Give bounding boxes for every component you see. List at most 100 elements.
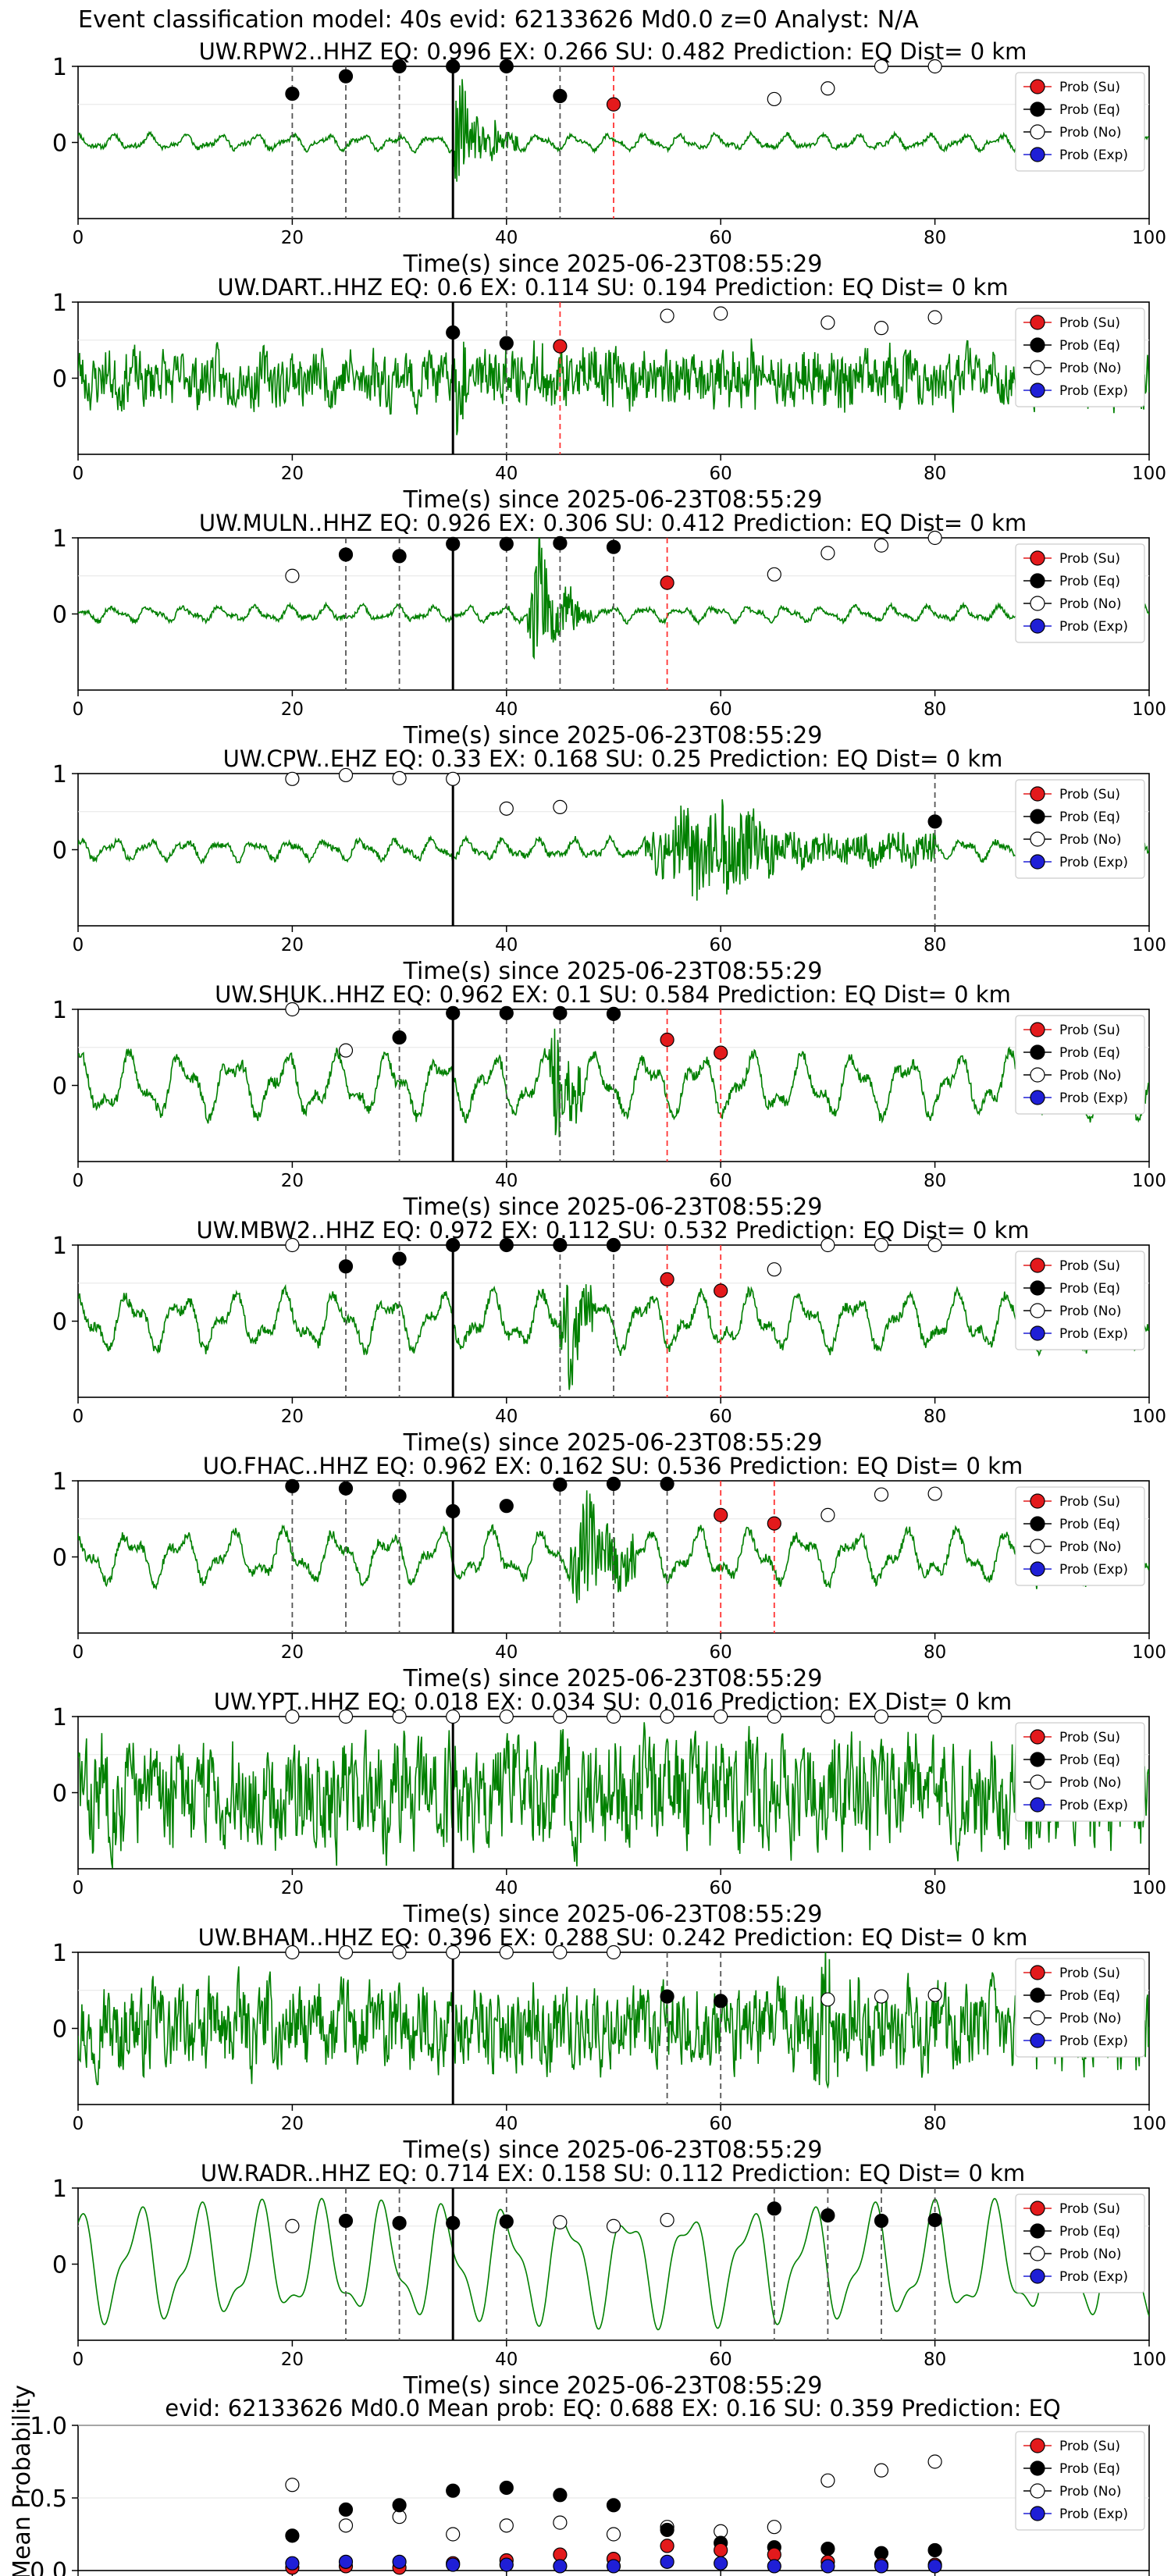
x-axis-label: Time(s) since 2025-06-23T08:55:29 xyxy=(403,486,823,514)
prob-marker xyxy=(767,567,781,582)
legend-marker xyxy=(1030,2268,1045,2284)
x-tick-label: 80 xyxy=(924,2350,946,2370)
legend-marker xyxy=(1030,147,1045,162)
prob-marker xyxy=(767,1709,781,1724)
prob-marker xyxy=(285,86,300,101)
legend-label: Prob (Eq) xyxy=(1059,574,1120,589)
mean-prob-marker xyxy=(446,2527,461,2542)
prob-marker xyxy=(499,1944,514,1960)
mean-prob-marker xyxy=(767,2520,781,2535)
legend-label: Prob (Exp) xyxy=(1059,2033,1128,2049)
legend-marker xyxy=(1030,1561,1045,1577)
x-tick-label: 20 xyxy=(281,935,304,955)
legend-label: Prob (Exp) xyxy=(1059,855,1128,870)
y-tick-label: 0 xyxy=(52,838,67,865)
legend-2: Prob (Su) Prob (Eq) Prob (No) Prob (Exp) xyxy=(1015,543,1145,643)
legend-marker xyxy=(1030,786,1045,802)
subplot-title: UW.DART..HHZ EQ: 0.6 EX: 0.114 SU: 0.194… xyxy=(217,274,1008,301)
prob-marker xyxy=(660,1709,674,1724)
prob-marker xyxy=(874,1487,889,1502)
mean-prob-marker xyxy=(606,2559,621,2574)
x-tick-label: 80 xyxy=(924,1171,946,1191)
legend-marker xyxy=(1030,2223,1045,2239)
x-axis-label: Time(s) since 2025-06-23T08:55:29 xyxy=(403,1194,823,1221)
figure-suptitle: Event classification model: 40s evid: 62… xyxy=(78,6,919,34)
x-tick-label: 40 xyxy=(495,1878,518,1898)
legend-box xyxy=(1015,1015,1145,1115)
x-tick-label: 60 xyxy=(710,699,732,720)
legend-8: Prob (Su) Prob (Eq) Prob (No) Prob (Exp) xyxy=(1015,1958,1145,2058)
legend-marker xyxy=(1030,1493,1045,1509)
legend-marker xyxy=(1030,2201,1045,2216)
prob-marker xyxy=(338,2213,354,2229)
legend-label: Prob (No) xyxy=(1059,596,1122,612)
prob-marker xyxy=(499,2214,514,2229)
subplot-title: UW.MBW2..HHZ EQ: 0.972 EX: 0.112 SU: 0.5… xyxy=(196,1217,1029,1244)
prob-marker xyxy=(499,1709,514,1724)
prob-marker xyxy=(606,1944,621,1960)
x-tick-label: 0 xyxy=(73,935,84,955)
legend-label: Prob (Exp) xyxy=(1059,2507,1128,2522)
subplot-2: 0 20 40 60 80 100 1 0 UW.MULN..HHZ EQ: 0.926 EX:… xyxy=(52,510,1166,749)
prob-marker xyxy=(338,767,354,783)
mean-prob-marker xyxy=(714,2542,728,2558)
mean-prob-marker xyxy=(499,2480,514,2496)
mean-prob-marker xyxy=(338,2518,354,2533)
x-tick-label: 80 xyxy=(924,228,946,248)
prob-marker xyxy=(820,546,835,560)
y-tick-label: 1 xyxy=(52,2176,67,2203)
legend-label: Prob (Exp) xyxy=(1059,619,1128,635)
waveform-trace xyxy=(78,1283,1149,1390)
legend-label: Prob (Exp) xyxy=(1059,1091,1128,1106)
mean-prob-marker xyxy=(874,2463,889,2478)
subplot-title: UO.FHAC..HHZ EQ: 0.962 EX: 0.162 SU: 0.5… xyxy=(203,1453,1023,1479)
legend-marker xyxy=(1030,124,1045,140)
prob-marker xyxy=(820,1237,835,1253)
mean-prob-marker xyxy=(606,2498,621,2513)
mean-prob-marker xyxy=(767,2559,781,2574)
prob-marker xyxy=(714,1045,728,1060)
subplot-8: 0 20 40 60 80 100 1 0 UW.BHAM..HHZ EQ: 0.396 EX:… xyxy=(52,1924,1166,2164)
prob-marker xyxy=(606,1709,621,1724)
legend-box xyxy=(1015,1486,1145,1586)
prob-marker xyxy=(285,1944,300,1960)
legend-marker xyxy=(1030,2506,1045,2521)
x-tick-label: 60 xyxy=(710,464,732,484)
y-tick-label: 0.0 xyxy=(30,2558,67,2576)
prob-marker xyxy=(285,1478,300,1493)
prob-marker xyxy=(606,1006,621,1021)
x-tick-label: 0 xyxy=(73,1642,84,1663)
prob-marker xyxy=(392,2215,407,2230)
legend-label: Prob (Eq) xyxy=(1059,2224,1120,2240)
prob-marker xyxy=(714,1994,728,2008)
legend-marker xyxy=(1030,79,1045,94)
legend-label: Prob (No) xyxy=(1059,832,1122,848)
legend-marker xyxy=(1030,1797,1045,1813)
prob-marker xyxy=(714,1283,728,1298)
x-tick-label: 20 xyxy=(281,464,304,484)
legend-label: Prob (Su) xyxy=(1059,1023,1120,1038)
prob-marker xyxy=(392,1030,407,1045)
prob-marker xyxy=(446,1005,461,1020)
prob-marker xyxy=(338,69,354,84)
prob-marker xyxy=(338,1259,354,1274)
mean-prob-marker xyxy=(338,2554,354,2569)
legend-box xyxy=(1015,308,1145,407)
legend-label: Prob (Su) xyxy=(1059,315,1120,331)
waveform-trace xyxy=(78,2197,1149,2331)
x-tick-label: 20 xyxy=(281,1171,304,1191)
legend-marker xyxy=(1030,1516,1045,1532)
legend-marker xyxy=(1030,596,1045,611)
legend-marker xyxy=(1030,1965,1045,1980)
prob-marker xyxy=(392,770,407,785)
legend-marker xyxy=(1030,382,1045,398)
x-tick-label: 0 xyxy=(73,2114,84,2134)
prob-marker xyxy=(767,91,781,107)
legend-0: Prob (Su) Prob (Eq) Prob (No) Prob (Exp) xyxy=(1015,72,1145,172)
x-tick-label: 100 xyxy=(1132,2114,1166,2134)
prob-marker xyxy=(285,2218,300,2233)
legend-marker xyxy=(1030,360,1045,375)
x-tick-label: 0 xyxy=(73,1407,84,1427)
mean-prob-marker xyxy=(285,2556,300,2571)
